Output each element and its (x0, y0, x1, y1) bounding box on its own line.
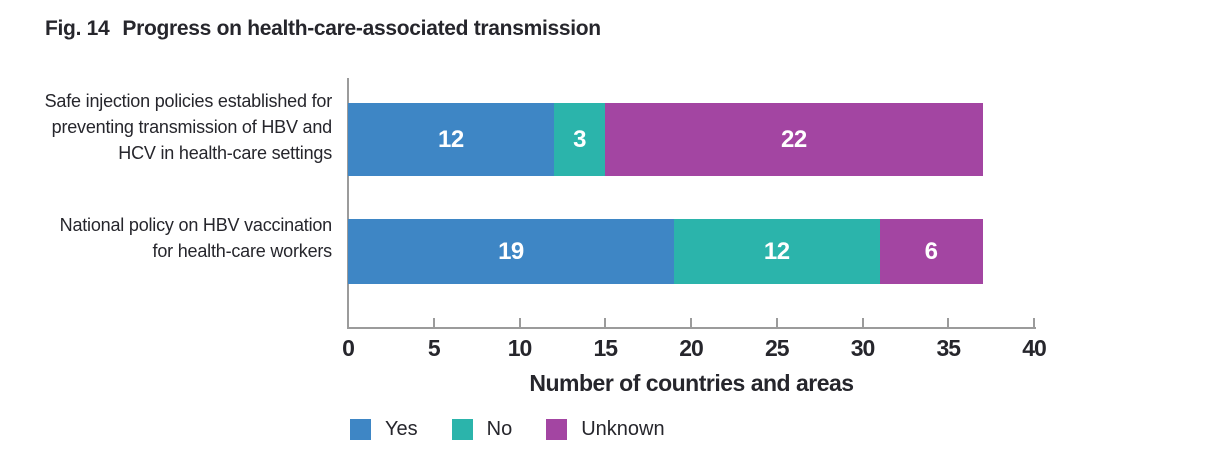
x-axis-tick-mark (690, 318, 692, 327)
legend-item-unknown: Unknown (546, 418, 665, 441)
legend-swatch-yes (350, 419, 371, 440)
bar-value-label: 19 (498, 237, 524, 265)
category-label: Safe injection policies established for … (44, 91, 333, 163)
legend-label: No (486, 418, 513, 440)
bar-segment-no: 3 (553, 103, 606, 176)
bar-segment-unknown: 6 (879, 219, 983, 284)
bar-value-label: 12 (438, 125, 464, 153)
bar-value-label: 6 (924, 237, 938, 265)
x-axis-tick-label: 0 (342, 335, 355, 361)
bar-value-label: 3 (573, 125, 586, 153)
bar-value-label: 22 (781, 125, 807, 153)
y-axis-line (347, 78, 349, 329)
x-axis-tick-mark (432, 318, 435, 327)
x-axis-tick-label: 15 (593, 335, 618, 361)
x-axis-tick-mark (518, 318, 521, 327)
figure-title-text: Progress on health-care-associated trans… (122, 17, 601, 40)
x-axis-tick-label: 25 (764, 335, 790, 361)
bar-segment-unknown: 22 (605, 103, 983, 176)
legend-swatch-unknown (546, 419, 568, 440)
legend-item-yes: Yes (350, 418, 418, 441)
x-axis-tick-label: 40 (1022, 335, 1047, 361)
x-axis-tick-mark (861, 318, 864, 327)
x-axis-tick-label: 35 (936, 335, 961, 361)
x-axis-tick-mark (347, 318, 349, 327)
bar-segment-yes: 12 (348, 103, 554, 176)
x-axis-line (347, 327, 1036, 329)
legend-label: Unknown (581, 418, 665, 440)
x-axis-tick-mark (947, 318, 950, 327)
bar-segment-yes: 19 (348, 219, 674, 284)
legend-item-no: No (451, 418, 513, 441)
x-axis-tick-mark (775, 318, 778, 327)
x-axis-tick-label: 30 (850, 335, 876, 361)
x-axis-tick-label: 5 (427, 335, 441, 361)
x-axis-tick-label: 10 (507, 335, 533, 361)
legend-label: Yes (385, 418, 418, 440)
x-axis-tick-label: 20 (679, 335, 704, 361)
x-axis-title: Number of countries and areas (529, 370, 854, 396)
x-axis-tick-mark (1033, 318, 1035, 327)
legend: Yes No Unknown (350, 418, 665, 441)
bar-value-label: 12 (763, 237, 790, 265)
legend-swatch-no (451, 419, 473, 440)
figure-title: Fig. 14 Progress on health-care-associate… (45, 17, 601, 41)
x-axis-tick-mark (604, 318, 607, 327)
category-label: National policy on HBV vaccination for h… (59, 215, 333, 261)
bar-segment-no: 12 (673, 219, 880, 284)
figure-number: Fig. 14 (45, 17, 110, 40)
